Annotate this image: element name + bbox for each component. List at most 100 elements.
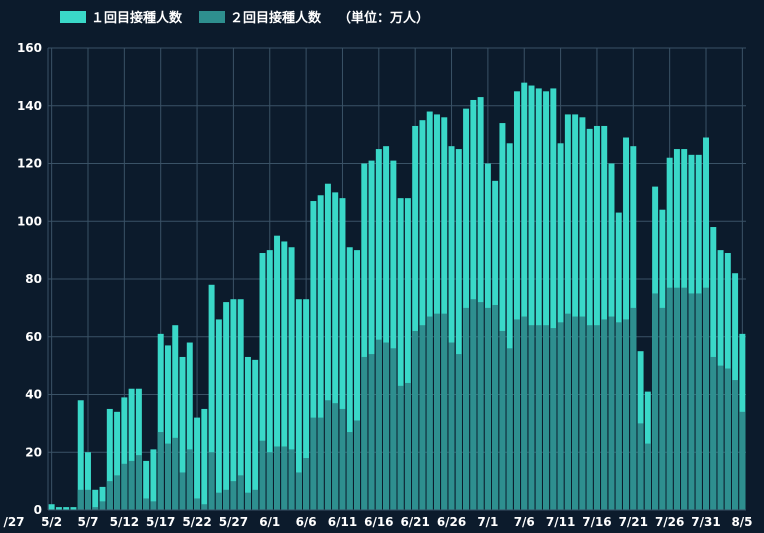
- bar-second-dose: [492, 304, 499, 510]
- bar-first-dose: [70, 507, 77, 510]
- bar-second-dose: [572, 316, 579, 510]
- bar-second-dose: [85, 489, 91, 510]
- bar-first-dose: [593, 125, 600, 511]
- bar-first-dose: [230, 299, 237, 510]
- bar-first-dose: [404, 198, 411, 510]
- bar-second-dose: [150, 501, 157, 510]
- y-tick-label: 100: [17, 214, 42, 228]
- x-tick-label: 7/26: [655, 515, 684, 529]
- bar-second-dose: [259, 440, 266, 510]
- bar-second-dose: [615, 322, 622, 510]
- bar-first-dose: [48, 504, 55, 510]
- bar-second-dose: [688, 293, 695, 510]
- bar-second-dose: [426, 316, 433, 510]
- y-tick-label: 140: [17, 99, 42, 113]
- x-tick-label: 7/16: [582, 515, 611, 529]
- y-tick-label: 0: [34, 503, 42, 517]
- bar-second-dose: [644, 443, 651, 510]
- x-axis: /27 5/2 5/7 5/12 5/17 5/22 5/27 6/1 6/6 6/11 6/16 6…: [3, 509, 753, 529]
- bar-first-dose: [259, 253, 266, 510]
- bar-second-dose: [288, 449, 295, 510]
- bar-second-dose: [477, 302, 484, 510]
- bar-first-dose: [99, 486, 106, 510]
- bar-first-dose: [157, 333, 164, 510]
- bar-first-dose: [586, 128, 593, 510]
- bar-second-dose: [317, 417, 324, 510]
- bar-second-dose: [579, 316, 586, 510]
- bar-second-dose: [521, 316, 528, 510]
- bar-second-dose: [172, 437, 179, 510]
- bar-second-dose: [564, 313, 571, 510]
- bar-first-dose: [92, 489, 99, 510]
- bar-second-dose: [244, 492, 251, 510]
- bar-second-dose: [506, 348, 513, 510]
- bar-second-dose: [434, 313, 440, 510]
- bar-second-dose: [346, 432, 353, 510]
- bar-second-dose: [201, 504, 208, 510]
- bar-second-dose: [484, 307, 491, 510]
- x-tick-label: 6/6: [296, 515, 317, 529]
- bar-first-dose: [208, 284, 215, 510]
- legend-first-label: １回目接種人数: [91, 10, 183, 26]
- bar-first-dose: [354, 250, 360, 510]
- bar-first-dose: [324, 183, 331, 510]
- x-tick-label: 7/1: [477, 515, 498, 529]
- bar-second-dose: [223, 489, 230, 510]
- bar-first-dose: [455, 149, 462, 510]
- bar-second-dose: [666, 287, 673, 510]
- bar-first-dose: [55, 507, 62, 510]
- legend-unit-note: （単位：万人）: [338, 10, 429, 26]
- bar-second-dose: [194, 498, 201, 510]
- x-tick-label: 7/31: [691, 515, 720, 529]
- bar-first-dose: [361, 163, 368, 510]
- bar-first-dose: [426, 111, 433, 511]
- x-tick-label: 5/2: [41, 515, 62, 529]
- x-tick-label: 5/27: [219, 515, 248, 529]
- bar-second-dose: [135, 455, 142, 510]
- bar-first-dose: [332, 192, 339, 510]
- bar-second-dose: [390, 348, 397, 510]
- bar-second-dose: [92, 507, 99, 510]
- bar-first-dose: [237, 299, 244, 510]
- bar-second-dose: [681, 287, 688, 510]
- x-tick-label: 6/26: [437, 515, 466, 529]
- bar-second-dose: [368, 354, 375, 510]
- bar-second-dose: [121, 463, 128, 510]
- bar-first-dose: [281, 241, 288, 510]
- x-tick-label: 5/7: [77, 515, 98, 529]
- bar-first-dose: [194, 417, 201, 510]
- bar-first-dose: [375, 149, 382, 510]
- x-tick-label: 6/16: [364, 515, 393, 529]
- bar-second-dose: [215, 492, 222, 510]
- bar-first-dose: [215, 319, 222, 510]
- bar-first-dose: [201, 408, 208, 510]
- y-tick-label: 120: [17, 157, 42, 171]
- bar-first-dose: [128, 388, 135, 510]
- bar-second-dose: [295, 472, 302, 510]
- bar-second-dose: [528, 325, 535, 510]
- bar-second-dose: [637, 423, 644, 510]
- bar-second-dose: [339, 408, 346, 510]
- x-tick-label: 6/21: [400, 515, 429, 529]
- bar-second-dose: [732, 380, 739, 510]
- bar-first-dose: [295, 299, 302, 510]
- bar-first-dose: [513, 91, 520, 510]
- bar-first-dose: [535, 88, 542, 511]
- bar-second-dose: [99, 501, 106, 510]
- x-tick-label: 7/6: [514, 515, 535, 529]
- bar-second-dose: [703, 287, 709, 510]
- bar-second-dose: [623, 319, 630, 510]
- y-tick-label: 60: [25, 330, 42, 344]
- bar-first-dose: [412, 125, 419, 511]
- bar-second-dose: [143, 498, 150, 510]
- bar-first-dose: [63, 507, 70, 510]
- bar-second-dose: [383, 342, 390, 510]
- bar-first-dose: [434, 114, 440, 510]
- bar-second-dose: [274, 446, 281, 510]
- bar-first-dose: [579, 117, 586, 511]
- bar-second-dose: [157, 432, 164, 510]
- bar-second-dose: [652, 293, 659, 510]
- bar-second-dose: [543, 325, 550, 510]
- bar-second-dose: [164, 443, 171, 510]
